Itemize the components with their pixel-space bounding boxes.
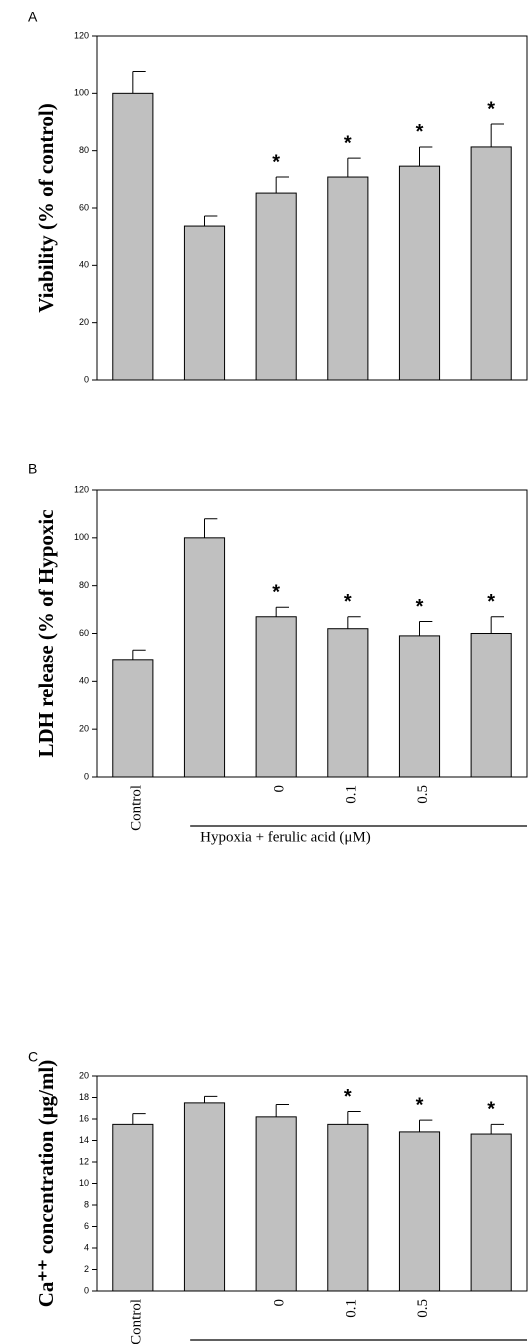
error-bar [347,157,361,178]
x-tick-label: Control [128,785,144,831]
y-axis-label: LDH release (% of Hypoxic [34,509,58,757]
x-tick-label: 0.5 [415,785,431,804]
panel-label: A [28,9,38,25]
y-tick-label: 14 [79,1135,89,1145]
significance-mark: * [272,151,280,173]
y-tick-label: 10 [79,1178,89,1188]
bar [112,1123,154,1292]
error-bar [132,71,146,94]
plot-frame [96,489,528,778]
error-bar [419,1119,433,1132]
y-tick-label: 8 [84,1199,89,1209]
x-tick-label: 0.5 [415,1299,431,1318]
bar [255,1116,297,1292]
x-tick-label: 0 [272,1299,288,1307]
error-bar [275,606,290,617]
panel-label: C [28,1049,38,1065]
y-tick-label: 20 [79,317,89,327]
bar [183,537,226,778]
bar [112,659,154,778]
error-bar [347,1110,361,1125]
y-tick-label: 120 [74,30,89,40]
error-bar [204,215,218,227]
bar [183,225,226,381]
error-bar [275,176,290,194]
significance-mark: * [416,596,424,618]
error-bar [132,649,146,660]
y-tick-label: 60 [79,202,89,212]
error-bar [204,518,218,538]
bar [470,1133,512,1292]
y-tick-label: 40 [79,260,89,270]
bar [398,165,441,381]
error-bar [275,1103,290,1117]
y-tick-label: 40 [79,676,89,686]
y-tick-label: 120 [74,484,89,494]
significance-mark: * [416,1094,424,1116]
error-bar [419,146,433,167]
y-axis-label: Ca⁺⁺ concentration (μg/ml) [34,1060,58,1308]
y-tick-label: 20 [79,724,89,734]
significance-mark: * [487,591,495,613]
significance-mark: * [272,581,280,603]
y-tick-label: 12 [79,1156,89,1166]
y-tick-label: 100 [74,532,89,542]
bar [470,633,512,778]
y-tick-label: 0 [84,771,89,781]
y-tick-label: 16 [79,1113,89,1123]
x-tick-label: Control [128,1299,144,1344]
plot-frame [96,1075,528,1292]
significance-mark: * [344,132,352,154]
bar [327,1123,369,1292]
y-tick-label: 0 [84,374,89,384]
significance-mark: * [344,591,352,613]
group-label: Hypoxia + ferulic acid (μM) [200,829,371,845]
error-bar [204,1095,218,1103]
error-bar [132,1113,146,1125]
y-tick-label: 2 [84,1264,89,1274]
significance-mark: * [487,1099,495,1121]
significance-mark: * [416,121,424,143]
y-tick-label: 4 [84,1242,89,1252]
plot-frame [96,35,528,381]
bar [398,635,441,778]
y-axis-label: Viability (% of control) [34,103,58,312]
bar [398,1131,441,1292]
y-tick-label: 100 [74,88,89,98]
panel-label: B [28,461,37,477]
y-tick-label: 6 [84,1221,89,1231]
bar [112,92,154,381]
y-tick-label: 0 [84,1285,89,1295]
bar [327,176,369,381]
bar [255,192,297,381]
x-tick-label: 0 [272,785,288,793]
bar [470,146,512,381]
y-tick-label: 80 [79,145,89,155]
y-tick-label: 18 [79,1092,89,1102]
y-tick-label: 60 [79,628,89,638]
bar [327,628,369,778]
x-tick-label: 0.1 [343,785,359,804]
bar [183,1102,226,1292]
significance-mark: * [344,1086,352,1108]
y-tick-label: 80 [79,580,89,590]
error-bar [490,1123,505,1135]
bar [255,616,297,778]
significance-mark: * [487,98,495,120]
error-bar [419,621,433,636]
x-tick-label: 0.1 [343,1299,359,1318]
y-tick-label: 20 [79,1070,89,1080]
error-bar [490,123,505,147]
error-bar [347,616,361,629]
error-bar [490,616,505,634]
